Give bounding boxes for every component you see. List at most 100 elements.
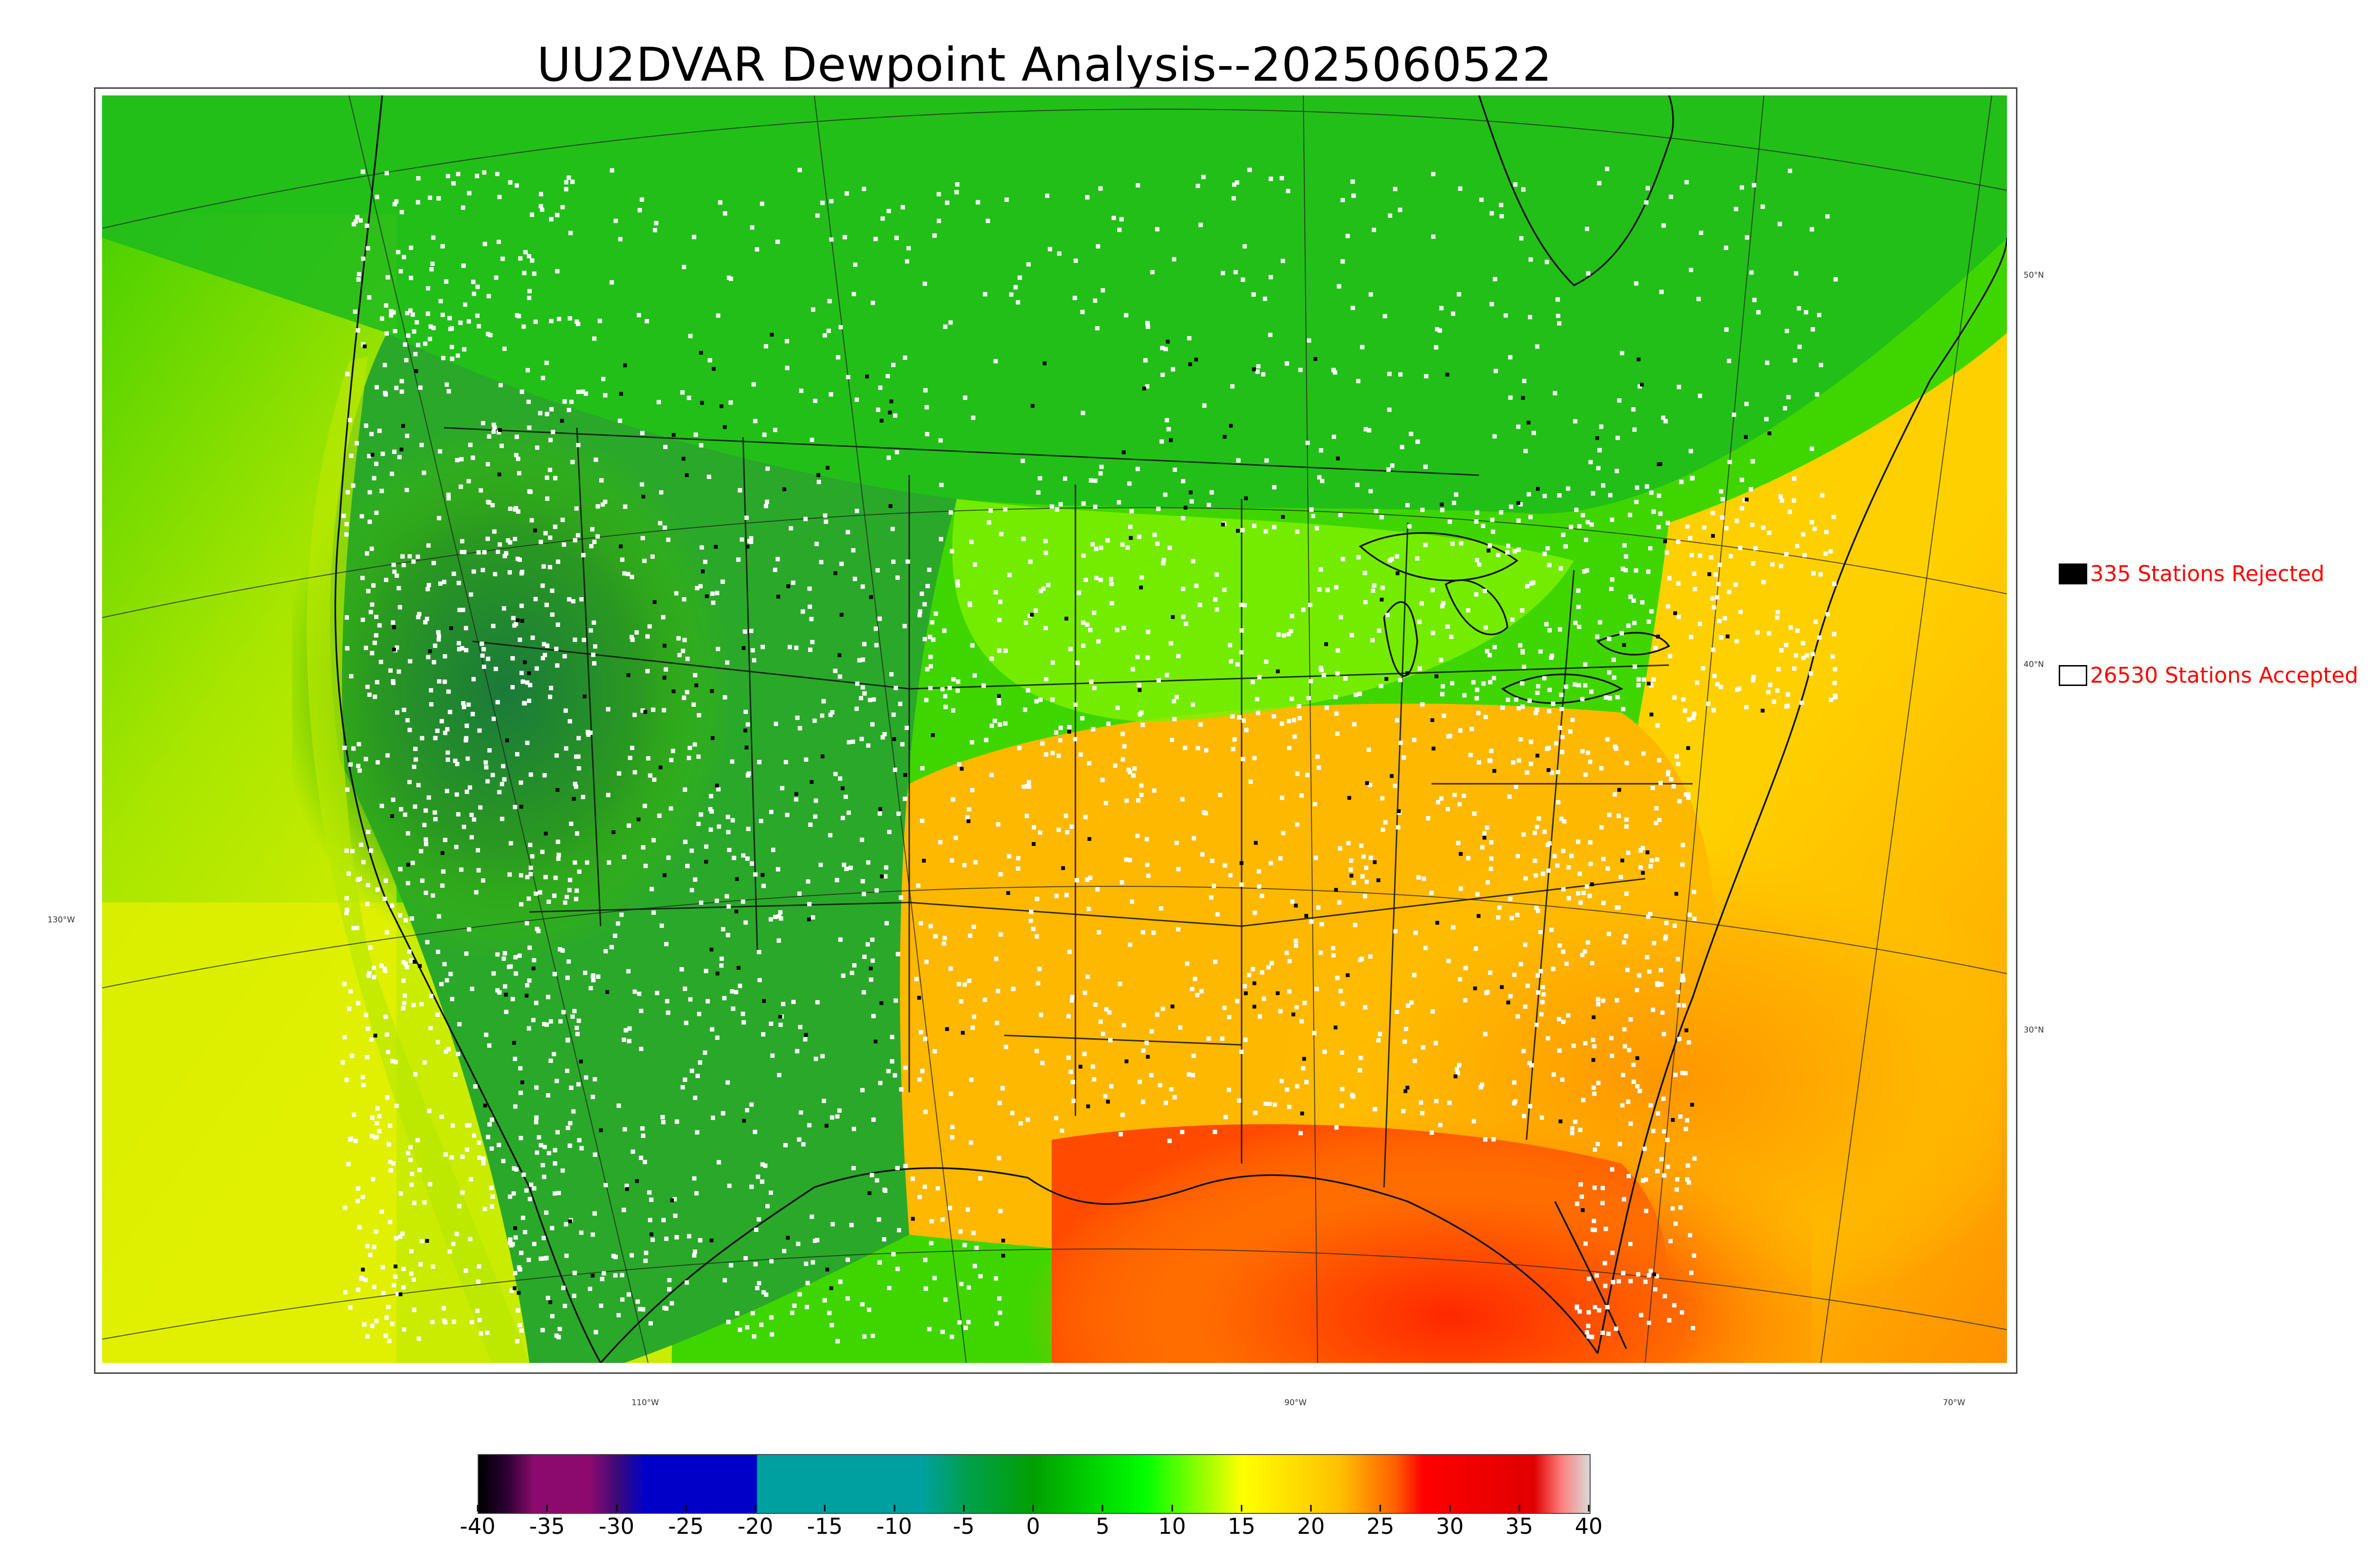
station-marker xyxy=(1625,967,1630,972)
station-marker xyxy=(1035,1049,1039,1053)
station-marker xyxy=(951,708,955,713)
station-marker xyxy=(887,830,892,834)
station-marker xyxy=(891,363,895,367)
station-marker xyxy=(481,421,486,425)
station-marker-rejected xyxy=(824,1124,829,1128)
station-marker xyxy=(709,809,714,814)
station-marker xyxy=(1489,840,1494,845)
station-marker xyxy=(347,1006,351,1011)
station-marker xyxy=(692,742,697,747)
station-marker xyxy=(900,742,905,747)
station-marker xyxy=(942,941,946,946)
station-marker xyxy=(358,218,363,223)
station-marker xyxy=(1503,313,1508,318)
station-marker xyxy=(862,642,867,647)
station-marker xyxy=(899,1087,904,1092)
station-marker xyxy=(853,576,857,581)
station-marker xyxy=(1047,247,1052,252)
station-marker xyxy=(1297,716,1302,721)
station-marker xyxy=(1054,893,1059,898)
station-marker xyxy=(514,1167,518,1172)
station-marker xyxy=(516,457,520,461)
station-marker xyxy=(426,286,431,291)
station-marker xyxy=(1160,1006,1165,1011)
station-marker xyxy=(485,779,490,784)
station-marker xyxy=(925,667,930,672)
station-marker xyxy=(1351,1094,1356,1099)
station-marker xyxy=(851,1166,856,1171)
station-marker xyxy=(715,899,719,903)
station-marker xyxy=(437,516,442,520)
station-marker xyxy=(1749,487,1753,492)
station-marker xyxy=(344,522,349,526)
colorbar-tick-mark xyxy=(1518,1505,1520,1512)
station-marker-rejected xyxy=(1333,1025,1338,1030)
station-marker xyxy=(1693,587,1697,592)
station-marker xyxy=(1092,1077,1096,1082)
station-marker xyxy=(473,1084,478,1089)
station-marker xyxy=(1139,793,1144,797)
station-marker xyxy=(484,765,489,770)
station-marker xyxy=(368,610,373,614)
station-marker xyxy=(890,526,895,531)
station-marker xyxy=(411,559,416,564)
colorbar-tick-mark xyxy=(1310,1505,1312,1512)
station-marker xyxy=(411,1003,416,1007)
station-marker xyxy=(669,758,674,762)
station-marker xyxy=(1615,435,1620,440)
station-marker xyxy=(367,490,372,495)
station-marker xyxy=(978,1274,983,1278)
station-marker xyxy=(685,657,690,661)
station-marker xyxy=(490,1146,494,1151)
station-marker xyxy=(1029,910,1034,914)
station-marker xyxy=(1481,681,1486,686)
station-marker xyxy=(509,841,513,845)
station-marker xyxy=(1749,270,1754,275)
station-marker xyxy=(1338,846,1342,851)
station-marker xyxy=(1523,876,1528,881)
station-marker xyxy=(1119,217,1124,222)
station-marker xyxy=(891,559,896,564)
station-marker xyxy=(1675,1177,1679,1182)
station-marker xyxy=(372,966,377,970)
station-marker xyxy=(1628,594,1633,599)
station-marker xyxy=(1223,863,1227,868)
station-marker xyxy=(1612,792,1617,797)
station-marker xyxy=(575,319,579,324)
station-marker xyxy=(607,860,612,865)
station-marker xyxy=(1386,467,1391,472)
station-marker xyxy=(688,997,693,1002)
station-marker-rejected xyxy=(1592,1015,1596,1019)
station-marker xyxy=(1690,476,1695,481)
station-marker xyxy=(989,723,994,728)
station-marker xyxy=(810,1214,814,1219)
station-marker xyxy=(461,701,466,705)
station-marker xyxy=(1131,773,1136,778)
station-marker xyxy=(554,753,559,758)
station-marker xyxy=(1756,310,1761,315)
station-marker-rejected xyxy=(1252,1005,1256,1009)
station-marker xyxy=(1451,311,1455,316)
station-marker xyxy=(371,1177,376,1182)
station-marker-rejected xyxy=(520,1080,525,1084)
station-marker xyxy=(1279,1079,1284,1083)
station-marker-rejected xyxy=(1221,523,1225,526)
station-marker xyxy=(546,1151,551,1155)
station-marker xyxy=(1050,504,1055,509)
station-marker xyxy=(1101,1032,1105,1036)
station-marker xyxy=(356,1001,360,1005)
station-marker xyxy=(798,726,802,731)
station-marker xyxy=(843,795,848,799)
station-marker xyxy=(1199,989,1204,994)
station-marker xyxy=(1044,626,1048,630)
legend-rejected: 335 Stations Rejected xyxy=(2059,561,2325,586)
station-marker xyxy=(940,1217,945,1222)
colorbar-tick-mark xyxy=(1171,1505,1173,1512)
station-marker-rejected xyxy=(619,544,623,548)
station-marker xyxy=(1090,542,1095,546)
station-marker xyxy=(929,664,933,669)
station-marker xyxy=(1797,345,1802,349)
station-marker xyxy=(1610,577,1615,582)
station-marker xyxy=(342,745,347,750)
station-marker xyxy=(726,904,731,909)
